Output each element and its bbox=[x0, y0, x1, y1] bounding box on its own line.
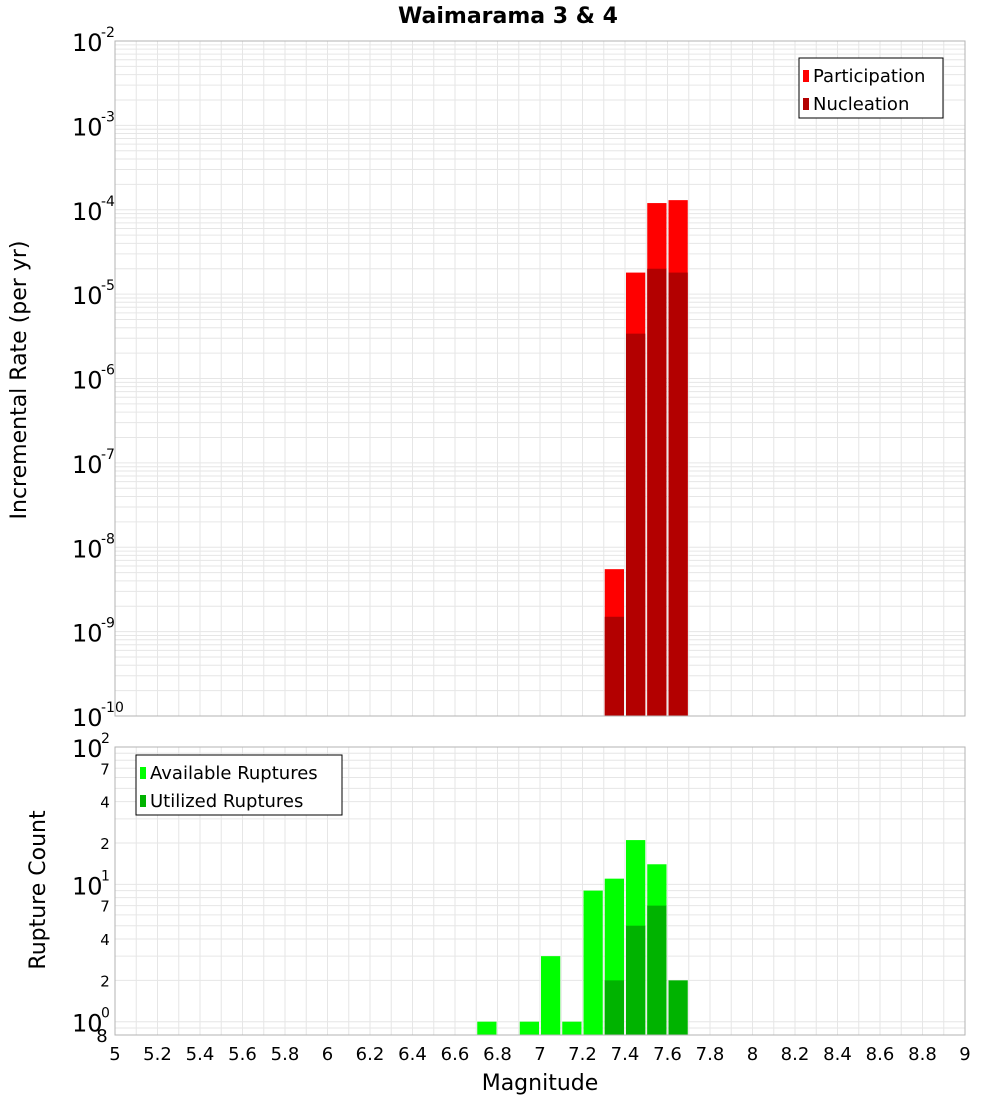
x-tick-label: 8.2 bbox=[781, 1044, 810, 1065]
legend-label: Available Ruptures bbox=[150, 763, 318, 784]
legend-swatch bbox=[140, 795, 146, 807]
x-tick-label: 7.2 bbox=[568, 1044, 597, 1065]
y-tick-exponent: -4 bbox=[101, 194, 115, 210]
y-minor-tick-label: 8 bbox=[96, 1026, 107, 1047]
x-tick-label: 7 bbox=[534, 1044, 545, 1065]
y-tick-exponent: -10 bbox=[101, 700, 124, 716]
y-tick-label: 10 bbox=[72, 1010, 103, 1038]
y-tick-label: 10 bbox=[72, 367, 103, 395]
legend-swatch bbox=[140, 767, 146, 779]
top-legend: Participation Nucleation bbox=[798, 57, 944, 119]
bottom-legend: Available Ruptures Utilized Ruptures bbox=[135, 754, 343, 816]
x-tick-label: 5.6 bbox=[228, 1044, 257, 1065]
x-tick-label: 7.4 bbox=[611, 1044, 640, 1065]
y-minor-tick-label: 2 bbox=[100, 972, 110, 990]
y-tick-label: 10 bbox=[72, 620, 103, 648]
x-tick-label: 5 bbox=[109, 1044, 120, 1065]
bar-utilized-ruptures bbox=[647, 905, 667, 1035]
y-tick-label: 10 bbox=[72, 282, 103, 310]
chart-title: Waimarama 3 & 4 bbox=[398, 4, 618, 29]
bottom-plot-frame bbox=[114, 746, 966, 1036]
x-axis-label: Magnitude bbox=[482, 1071, 599, 1096]
y-tick-exponent: -8 bbox=[101, 531, 115, 547]
y-tick-label: 10 bbox=[72, 872, 103, 900]
y-minor-tick-label: 7 bbox=[100, 898, 110, 916]
bar-available-ruptures bbox=[477, 1021, 497, 1035]
bar-utilized-ruptures bbox=[626, 925, 646, 1035]
legend-box bbox=[135, 754, 343, 816]
y-tick-exponent: -2 bbox=[101, 25, 115, 41]
legend-swatch bbox=[803, 98, 809, 110]
bar-utilized-ruptures bbox=[604, 980, 624, 1035]
y-minor-tick-label: 7 bbox=[100, 760, 110, 778]
y-minor-tick-label: 2 bbox=[100, 835, 110, 853]
x-tick-label: 5.4 bbox=[186, 1044, 215, 1065]
bar-available-ruptures bbox=[562, 1021, 582, 1035]
x-tick-label: 8 bbox=[747, 1044, 758, 1065]
x-axis: 5 5.2 5.4 5.6 5.8 6 6.2 6.4 6.6 6.8 7 7.2 7.4 7.6 7.8 8… bbox=[109, 1044, 970, 1065]
bar-nucleation bbox=[647, 268, 667, 716]
y-tick-exponent: -9 bbox=[101, 616, 115, 632]
y-minor-tick-label: 4 bbox=[100, 931, 110, 949]
legend-label: Participation bbox=[813, 66, 925, 87]
y-tick-exponent: -6 bbox=[101, 363, 115, 379]
bar-nucleation bbox=[626, 333, 646, 716]
top-gridlines bbox=[114, 40, 966, 717]
top-plot-frame bbox=[114, 40, 966, 717]
y-tick-label: 10 bbox=[72, 451, 103, 479]
bar-available-ruptures bbox=[541, 956, 561, 1035]
y-tick-exponent: -3 bbox=[101, 109, 115, 125]
bottom-bars bbox=[477, 840, 688, 1035]
y-tick-exponent: -5 bbox=[101, 278, 115, 294]
bar-nucleation bbox=[604, 616, 624, 716]
x-tick-label: 5.8 bbox=[271, 1044, 300, 1065]
x-tick-label: 8.8 bbox=[908, 1044, 937, 1065]
x-tick-label: 8.6 bbox=[866, 1044, 895, 1065]
y-tick-label: 10 bbox=[72, 535, 103, 563]
y-tick-label: 10 bbox=[72, 735, 103, 763]
y-tick-label: 10 bbox=[72, 113, 103, 141]
x-tick-label: 6.6 bbox=[441, 1044, 470, 1065]
bar-nucleation bbox=[668, 272, 688, 716]
x-tick-label: 6.2 bbox=[356, 1044, 385, 1065]
y-tick-exponent: -7 bbox=[101, 447, 115, 463]
legend-label: Utilized Ruptures bbox=[150, 791, 303, 812]
x-tick-label: 6.8 bbox=[483, 1044, 512, 1065]
legend-box bbox=[798, 57, 944, 119]
y-minor-tick-label: 4 bbox=[100, 794, 110, 812]
top-y-axis-label: Incremental Rate (per yr) bbox=[7, 241, 32, 520]
legend-swatch bbox=[803, 70, 809, 82]
bar-available-ruptures bbox=[519, 1021, 539, 1035]
legend-label: Nucleation bbox=[813, 94, 909, 115]
x-tick-label: 9 bbox=[959, 1044, 970, 1065]
y-tick-label: 10 bbox=[72, 198, 103, 226]
x-tick-label: 8.4 bbox=[823, 1044, 852, 1065]
top-bars bbox=[604, 200, 688, 716]
x-tick-label: 6.4 bbox=[398, 1044, 427, 1065]
x-tick-label: 7.8 bbox=[696, 1044, 725, 1065]
bottom-y-axis-label: Rupture Count bbox=[26, 810, 51, 970]
bar-utilized-ruptures bbox=[668, 980, 688, 1035]
y-tick-label: 10 bbox=[72, 704, 103, 732]
y-tick-exponent: 1 bbox=[101, 868, 110, 884]
bar-available-ruptures bbox=[583, 890, 603, 1035]
y-tick-label: 10 bbox=[72, 29, 103, 57]
x-tick-label: 7.6 bbox=[653, 1044, 682, 1065]
y-tick-exponent: 2 bbox=[101, 731, 110, 747]
x-tick-label: 6 bbox=[322, 1044, 333, 1065]
y-tick-exponent: 0 bbox=[101, 1006, 110, 1022]
x-tick-label: 5.2 bbox=[143, 1044, 172, 1065]
